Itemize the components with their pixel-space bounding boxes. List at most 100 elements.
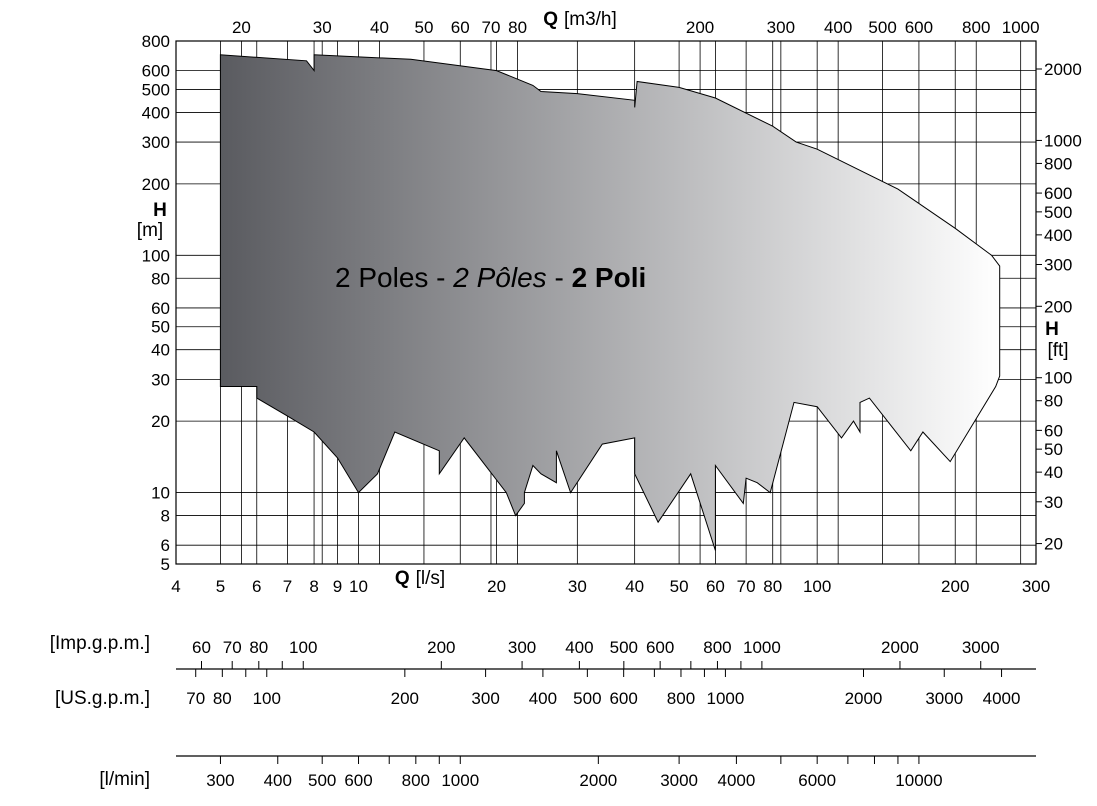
extra-scale-tick-label: 1000 bbox=[707, 689, 745, 708]
y-right-tick-label: 600 bbox=[1044, 184, 1072, 203]
x-bottom-tick-label: 50 bbox=[670, 577, 689, 596]
extra-scale-tick-label: 2000 bbox=[881, 638, 919, 657]
y-left-tick-label: 400 bbox=[142, 103, 170, 122]
extra-scale-tick-label: 6000 bbox=[798, 771, 836, 790]
extra-scale-tick-label: 400 bbox=[529, 689, 557, 708]
extra-scale-tick-label: 200 bbox=[427, 638, 455, 657]
y-left-tick-label: 300 bbox=[142, 133, 170, 152]
x-top-tick-label: 20 bbox=[232, 18, 251, 37]
y-left-axis-label-symbol: H bbox=[153, 200, 167, 221]
extra-scale-tick-label: 1000 bbox=[743, 638, 781, 657]
x-top-axis-label: Q [m3/h] bbox=[543, 9, 617, 30]
extra-scale-tick-label: 2000 bbox=[579, 771, 617, 790]
x-bottom-tick-label: 20 bbox=[487, 577, 506, 596]
y-left-tick-label: 60 bbox=[151, 299, 170, 318]
x-top-tick-label: 30 bbox=[313, 18, 332, 37]
y-left-tick-label: 500 bbox=[142, 80, 170, 99]
extra-scale-tick-label: 80 bbox=[213, 689, 232, 708]
extra-scale-tick-label: 3000 bbox=[925, 689, 963, 708]
y-right-tick-label: 60 bbox=[1044, 421, 1063, 440]
x-bottom-tick-label: 30 bbox=[568, 577, 587, 596]
y-right-tick-label: 500 bbox=[1044, 203, 1072, 222]
chart-title: 2 Poles - 2 Pôles - 2 Poli bbox=[335, 262, 646, 293]
extra-scale-tick-label: 600 bbox=[344, 771, 372, 790]
x-bottom-tick-label: 4 bbox=[171, 577, 180, 596]
y-right-tick-label: 2000 bbox=[1044, 60, 1082, 79]
y-right-tick-label: 800 bbox=[1044, 154, 1072, 173]
extra-scale-tick-label: 80 bbox=[249, 638, 268, 657]
title-part-4: 2 Poli bbox=[572, 262, 647, 293]
extra-scale-label: [Imp.g.p.m.] bbox=[50, 633, 150, 654]
extra-scale-tick-label: 300 bbox=[508, 638, 536, 657]
y-left-tick-label: 100 bbox=[142, 246, 170, 265]
x-top-tick-label: 80 bbox=[508, 18, 527, 37]
y-left-tick-label: 8 bbox=[161, 507, 170, 526]
extra-scale-tick-label: 3000 bbox=[660, 771, 698, 790]
x-bottom-tick-label: 80 bbox=[763, 577, 782, 596]
y-left-tick-label: 5 bbox=[161, 555, 170, 574]
x-top-tick-label: 70 bbox=[482, 18, 501, 37]
y-left-tick-label: 20 bbox=[151, 412, 170, 431]
extra-scale-label: [l/min] bbox=[99, 769, 150, 790]
extra-scale-tick-label: 300 bbox=[206, 771, 234, 790]
extra-scale-tick-label: 300 bbox=[471, 689, 499, 708]
extra-scale-tick-label: 500 bbox=[308, 771, 336, 790]
y-right-tick-label: 80 bbox=[1044, 392, 1063, 411]
y-left-tick-label: 80 bbox=[151, 269, 170, 288]
x-top-tick-label: 60 bbox=[451, 18, 470, 37]
x-bottom-axis-label: Q [l/s] bbox=[395, 568, 445, 589]
y-left-tick-label: 800 bbox=[142, 32, 170, 51]
x-bottom-tick-label: 70 bbox=[737, 577, 756, 596]
y-right-tick-label: 40 bbox=[1044, 463, 1063, 482]
x-top-tick-label: 300 bbox=[767, 18, 795, 37]
extra-scale-tick-label: 100 bbox=[289, 638, 317, 657]
extra-scale-tick-label: 4000 bbox=[983, 689, 1021, 708]
x-bottom-tick-label: 10 bbox=[349, 577, 368, 596]
extra-scale-tick-label: 60 bbox=[192, 638, 211, 657]
x-top-tick-label: 200 bbox=[686, 18, 714, 37]
y-left-tick-label: 6 bbox=[161, 536, 170, 555]
x-bottom-tick-label: 300 bbox=[1022, 577, 1050, 596]
y-right-tick-label: 200 bbox=[1044, 297, 1072, 316]
x-bottom-tick-label: 100 bbox=[803, 577, 831, 596]
extra-scale: [US.g.p.m.] 70 80 100 200 300 400 500 600 800 1000… bbox=[55, 669, 1021, 709]
y-left-axis-label-unit: [m] bbox=[137, 220, 163, 241]
y-right-tick-label: 30 bbox=[1044, 493, 1063, 512]
y-right-tick-label: 20 bbox=[1044, 535, 1063, 554]
extra-scale-tick-label: 70 bbox=[186, 689, 205, 708]
extra-scale-tick-label: 800 bbox=[667, 689, 695, 708]
extra-scale-tick-label: 10000 bbox=[895, 771, 942, 790]
extra-scale-tick-label: 400 bbox=[264, 771, 292, 790]
extra-scale-tick-label: 100 bbox=[253, 689, 281, 708]
extra-scale-tick-label: 400 bbox=[565, 638, 593, 657]
y-right-tick-label: 1000 bbox=[1044, 131, 1082, 150]
x-bottom-tick-label: 40 bbox=[625, 577, 644, 596]
y-right-tick-label: 300 bbox=[1044, 256, 1072, 275]
extra-scale-tick-label: 1000 bbox=[441, 771, 479, 790]
extra-scale-tick-label: 600 bbox=[609, 689, 637, 708]
extra-scale-tick-label: 70 bbox=[223, 638, 242, 657]
x-top-tick-label: 1000 bbox=[1002, 18, 1040, 37]
x-bottom-tick-label: 9 bbox=[333, 577, 342, 596]
x-bottom-tick-label: 7 bbox=[283, 577, 292, 596]
y-right-tick-label: 100 bbox=[1044, 369, 1072, 388]
y-left-tick-label: 50 bbox=[151, 318, 170, 337]
x-top-tick-label: 600 bbox=[905, 18, 933, 37]
y-right-axis-label-symbol: H bbox=[1045, 319, 1059, 340]
x-bottom-tick-label: 60 bbox=[706, 577, 725, 596]
extra-scale-tick-label: 800 bbox=[402, 771, 430, 790]
extra-scale: [Imp.g.p.m.] 60 70 80 100 200 300 400 500 600 800 1… bbox=[50, 633, 1036, 670]
y-right-axis-label-unit: [ft] bbox=[1047, 340, 1068, 361]
title-part-2: 2 Pôles bbox=[452, 262, 546, 293]
extra-scale-tick-label: 4000 bbox=[717, 771, 755, 790]
y-left-tick-label: 30 bbox=[151, 370, 170, 389]
extra-scale-tick-label: 200 bbox=[391, 689, 419, 708]
extra-scale-tick-label: 500 bbox=[573, 689, 601, 708]
y-right-tick-label: 400 bbox=[1044, 226, 1072, 245]
x-top-tick-label: 800 bbox=[962, 18, 990, 37]
y-left-tick-label: 10 bbox=[151, 484, 170, 503]
x-bottom-tick-label: 5 bbox=[216, 577, 225, 596]
x-top-tick-label: 50 bbox=[414, 18, 433, 37]
x-bottom-tick-label: 6 bbox=[252, 577, 261, 596]
